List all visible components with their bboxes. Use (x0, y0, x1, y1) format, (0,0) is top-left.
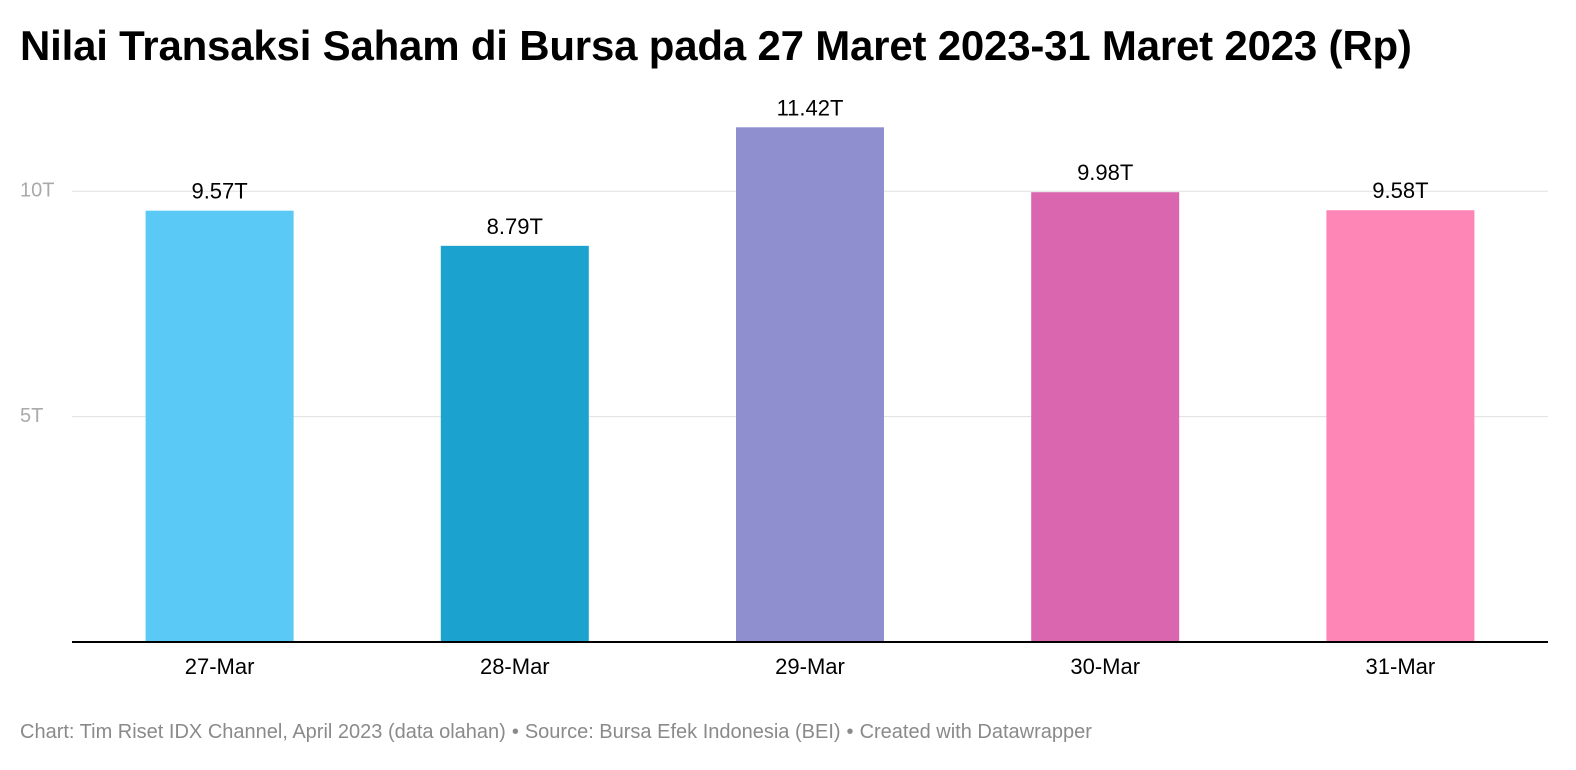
bar-value-label: 8.79T (487, 214, 543, 239)
y-tick-label: 10T (20, 180, 54, 202)
chart-footer: Chart: Tim Riset IDX Channel, April 2023… (20, 718, 1092, 746)
chart-title: Nilai Transaksi Saham di Bursa pada 27 M… (20, 22, 1412, 69)
bar (1326, 210, 1475, 642)
footer-separator: • (846, 721, 854, 743)
y-tick-label: 5T (20, 405, 43, 427)
created-with-text: Created with Datawrapper (859, 721, 1092, 743)
bar (440, 245, 589, 642)
bar (145, 210, 294, 642)
bar (736, 127, 884, 642)
bar-value-label: 9.98T (1077, 160, 1133, 185)
footer-separator: • (511, 721, 519, 743)
x-tick-label: 30-Mar (1070, 654, 1140, 679)
bar-value-label: 9.58T (1372, 178, 1428, 203)
credit-text: Chart: Tim Riset IDX Channel, April 2023… (20, 721, 506, 743)
y-axis-ticks: 5T 10T (20, 180, 54, 427)
x-tick-label: 27-Mar (185, 654, 255, 679)
bar-value-label: 11.42T (777, 95, 844, 120)
value-labels: 9.57T 8.79T 11.42T 9.98T 9.58T (191, 95, 1428, 239)
source-text: Source: Bursa Efek Indonesia (BEI) (524, 721, 841, 743)
x-tick-label: 28-Mar (480, 654, 550, 679)
x-tick-label: 29-Mar (775, 654, 845, 679)
x-axis-ticks: 27-Mar 28-Mar 29-Mar 30-Mar 31-Mar (185, 654, 1435, 679)
bar (1031, 192, 1180, 642)
bar-value-label: 9.57T (191, 179, 247, 204)
bars (145, 127, 1475, 642)
x-tick-label: 31-Mar (1366, 654, 1436, 679)
